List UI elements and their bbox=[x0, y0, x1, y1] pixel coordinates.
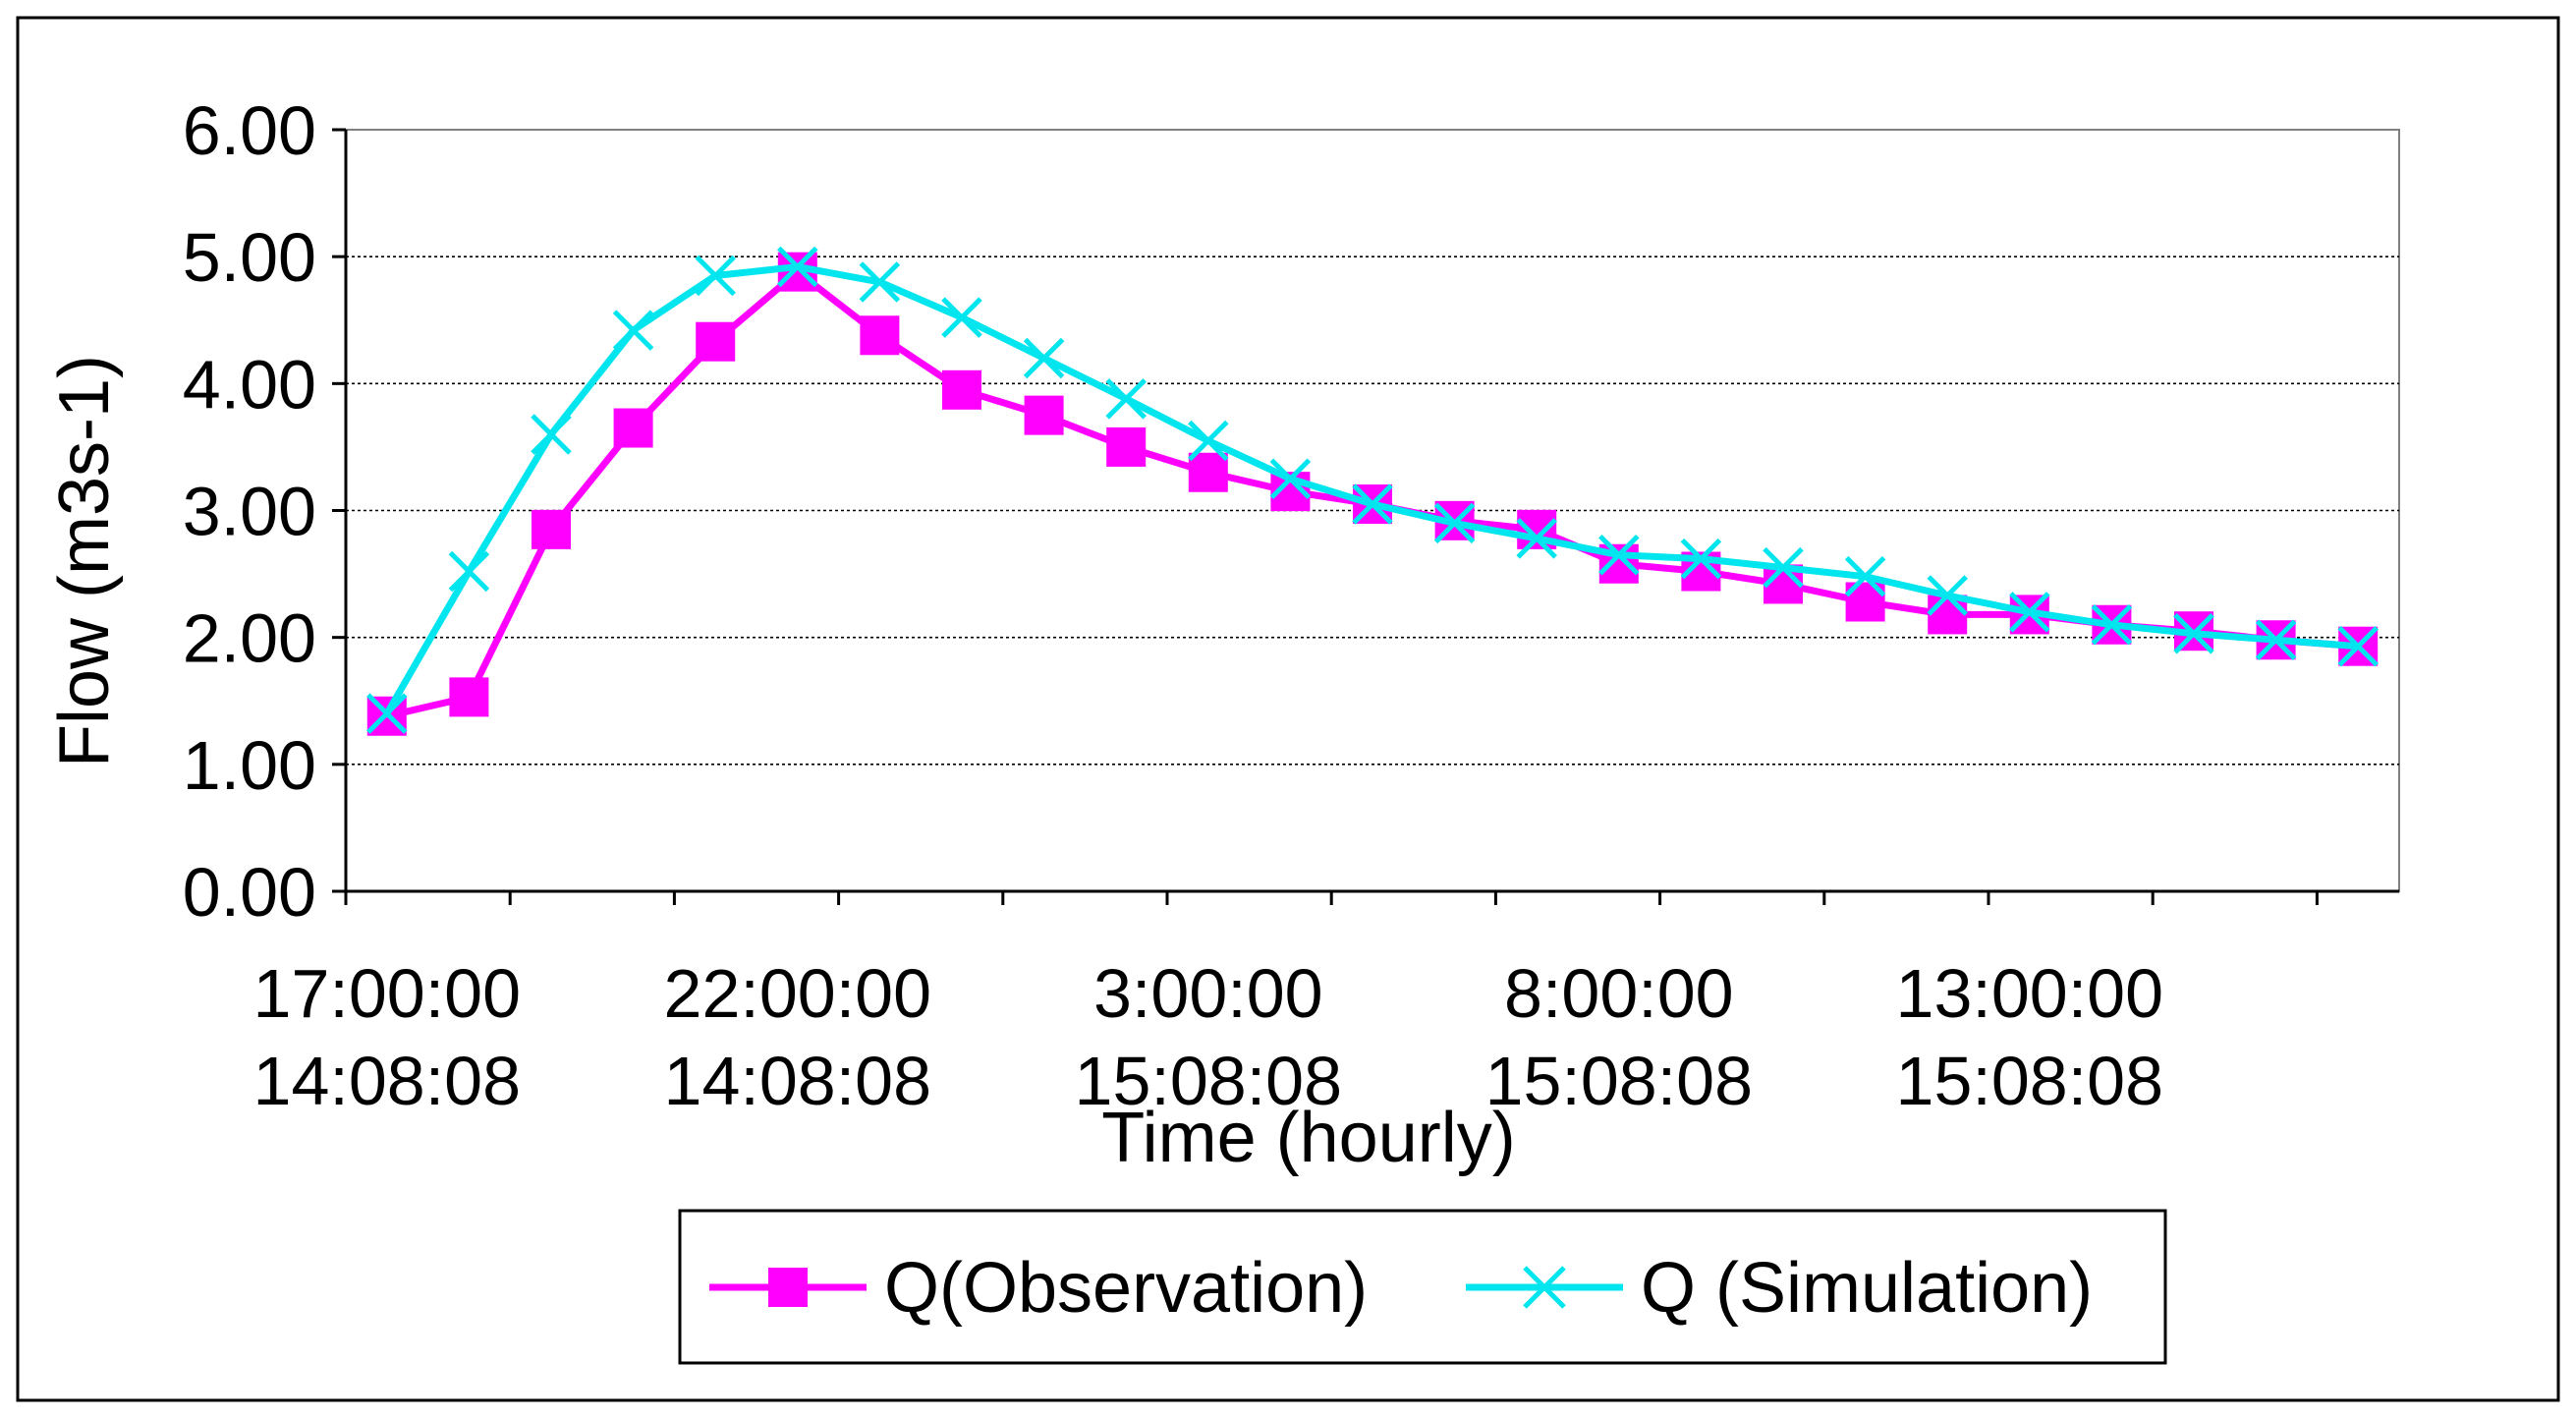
y-tick-label: 4.00 bbox=[183, 346, 316, 423]
y-axis-title: Flow (m3s-1) bbox=[45, 355, 124, 767]
simulation-point bbox=[2337, 625, 2379, 667]
simulation-point bbox=[2091, 603, 2133, 646]
simulation-point bbox=[1105, 378, 1147, 420]
simulation-point bbox=[695, 255, 736, 297]
simulation-point bbox=[1433, 502, 1476, 544]
observation-point bbox=[1106, 426, 1147, 467]
series-simulation bbox=[366, 246, 2379, 734]
legend-observation-label: Q(Observation) bbox=[884, 1249, 1368, 1328]
legend-item-observation: Q(Observation) bbox=[709, 1249, 1368, 1328]
x-tick-label: 13:00:00 bbox=[1896, 955, 2163, 1032]
simulation-point bbox=[2009, 592, 2050, 633]
simulation-point bbox=[612, 310, 654, 351]
simulation-point bbox=[777, 246, 818, 288]
y-tick-label: 6.00 bbox=[183, 92, 316, 169]
legend-box bbox=[678, 1209, 2167, 1365]
simulation-point bbox=[1680, 538, 1722, 580]
x-axis-title: Time (hourly) bbox=[1101, 1099, 1515, 1177]
simulation-point bbox=[366, 693, 408, 734]
simulation-point bbox=[1844, 555, 1886, 597]
x-axis-ticks: 17:00:00 14:08:08 22:00:00 14:08:08 3:00:00 1… bbox=[253, 891, 2319, 1119]
simulation-point bbox=[1598, 534, 1640, 576]
x-tick-label: 3:00:00 bbox=[1093, 955, 1323, 1032]
x-tick-label: 17:00:00 bbox=[253, 955, 521, 1032]
x-tick-label: 14:08:08 bbox=[253, 1043, 521, 1119]
observation-point bbox=[1188, 452, 1228, 492]
observation-point bbox=[613, 408, 653, 448]
observation-point bbox=[696, 321, 736, 362]
simulation-point bbox=[941, 297, 982, 338]
observation-point bbox=[942, 369, 981, 410]
simulation-point bbox=[1763, 546, 1804, 589]
y-tick-label: 2.00 bbox=[183, 600, 316, 677]
y-axis-ticks: 0.00 1.00 2.00 3.00 4.00 5.00 6.00 bbox=[183, 92, 346, 931]
legend-simulation-label: Q (Simulation) bbox=[1641, 1249, 2093, 1328]
simulation-point bbox=[531, 414, 572, 455]
legend-item-simulation: Q (Simulation) bbox=[1466, 1249, 2093, 1328]
legend-observation-square-marker bbox=[768, 1268, 808, 1307]
y-tick-label: 3.00 bbox=[183, 474, 316, 550]
simulation-point bbox=[1352, 483, 1393, 525]
observation-point bbox=[860, 315, 900, 356]
legend-simulation-x-marker bbox=[1523, 1266, 1566, 1309]
simulation-point bbox=[1023, 337, 1065, 379]
simulation-point bbox=[1516, 518, 1557, 559]
x-tick-label: 14:08:08 bbox=[664, 1043, 931, 1119]
observation-point bbox=[1024, 395, 1064, 435]
x-tick-label: 15:08:08 bbox=[1485, 1043, 1753, 1119]
x-tick-label: 8:00:00 bbox=[1504, 955, 1734, 1032]
simulation-point bbox=[2255, 619, 2297, 661]
y-tick-label: 0.00 bbox=[183, 854, 316, 931]
x-tick-label: 22:00:00 bbox=[664, 955, 931, 1032]
observation-point bbox=[449, 677, 489, 717]
simulation-point bbox=[1188, 420, 1229, 462]
simulation-point bbox=[2173, 613, 2214, 654]
x-tick-label: 15:08:08 bbox=[1075, 1043, 1342, 1119]
y-tick-label: 5.00 bbox=[183, 219, 316, 296]
simulation-point bbox=[1927, 575, 1968, 616]
simulation-point bbox=[448, 550, 490, 593]
simulation-point bbox=[859, 261, 901, 303]
observation-point bbox=[532, 509, 571, 549]
series-group bbox=[366, 246, 2379, 736]
y-tick-label: 1.00 bbox=[183, 727, 316, 804]
simulation-point bbox=[1269, 458, 1312, 499]
legend: Q(Observation) Q (Simulation) bbox=[678, 1209, 2167, 1365]
x-tick-label: 15:08:08 bbox=[1896, 1043, 2163, 1119]
